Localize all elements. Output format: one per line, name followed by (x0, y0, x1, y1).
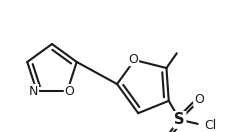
Text: O: O (194, 93, 204, 106)
Text: Cl: Cl (205, 119, 217, 132)
Text: S: S (174, 112, 185, 127)
Text: O: O (129, 53, 138, 66)
Text: N: N (29, 84, 38, 98)
Text: O: O (64, 84, 74, 98)
